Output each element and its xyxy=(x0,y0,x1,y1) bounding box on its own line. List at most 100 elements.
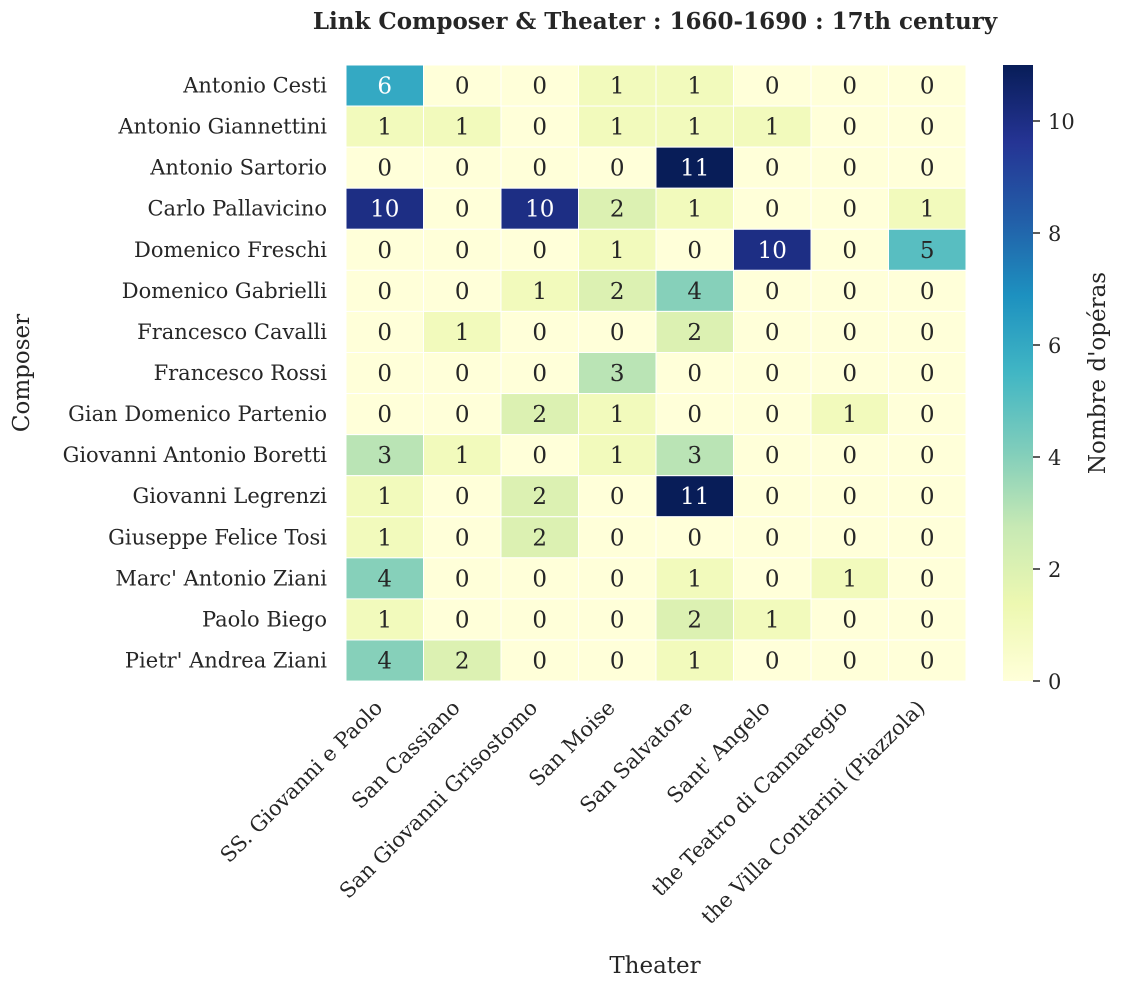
cell-value-label: 4 xyxy=(687,279,702,305)
x-axis-label: Theater xyxy=(609,953,700,979)
cell-value-label: 1 xyxy=(842,566,857,592)
heatmap-cell xyxy=(733,393,812,436)
cell-value-label: 3 xyxy=(610,361,625,387)
cell-value-label: 0 xyxy=(610,607,625,633)
cell-value-label: 0 xyxy=(532,156,547,182)
cell-value-label: 1 xyxy=(687,649,702,675)
cell-value-label: 1 xyxy=(377,484,392,510)
y-tick-label: Antonio Giannettini xyxy=(117,115,327,139)
heatmap-cell xyxy=(500,393,579,436)
y-tick-label: Paolo Biego xyxy=(202,607,327,631)
cell-value-label: 2 xyxy=(610,197,625,223)
heatmap-cell xyxy=(423,393,502,436)
cell-value-label: 0 xyxy=(455,197,470,223)
cell-value-label: 0 xyxy=(532,566,547,592)
heatmap-cell xyxy=(345,64,424,107)
y-tick-label: Marc' Antonio Ziani xyxy=(115,566,327,590)
colorbar-tick-label: 2 xyxy=(1048,558,1061,582)
heatmap-cell xyxy=(578,639,657,682)
cell-value-label: 0 xyxy=(842,279,857,305)
heatmap-cell xyxy=(423,269,502,312)
heatmap-cell xyxy=(888,434,967,477)
cell-value-label: 0 xyxy=(920,156,935,182)
heatmap-cell xyxy=(888,146,967,189)
cell-value-label: 0 xyxy=(455,566,470,592)
y-tick-label: Pietr' Andrea Ziani xyxy=(125,649,327,673)
cell-value-label: 0 xyxy=(532,361,547,387)
y-tick-label: Giovanni Legrenzi xyxy=(132,484,327,508)
cell-value-label: 1 xyxy=(610,115,625,141)
cell-value-label: 0 xyxy=(532,320,547,346)
cell-value-label: 1 xyxy=(455,320,470,346)
cell-value-label: 0 xyxy=(765,525,780,551)
cell-value-label: 1 xyxy=(377,607,392,633)
heatmap-cell xyxy=(500,187,579,230)
heatmap-cell xyxy=(888,475,967,518)
cell-value-label: 0 xyxy=(765,279,780,305)
cell-value-label: 1 xyxy=(687,197,702,223)
cell-value-label: 0 xyxy=(377,402,392,428)
heatmap-cell xyxy=(500,598,579,641)
heatmap-cell xyxy=(655,351,734,395)
cell-value-label: 1 xyxy=(687,74,702,100)
cell-value-label: 1 xyxy=(842,402,857,428)
heatmap-cell xyxy=(655,434,734,477)
heatmap-cell xyxy=(500,351,579,395)
heatmap-cell xyxy=(810,310,889,353)
heatmap-cell xyxy=(423,557,502,600)
cell-value-label: 6 xyxy=(377,74,392,100)
heatmap-cell xyxy=(733,310,812,353)
heatmap-cell xyxy=(888,639,967,682)
colorbar-tick-label: 0 xyxy=(1048,670,1061,694)
cell-value-label: 1 xyxy=(377,115,392,141)
cell-value-label: 0 xyxy=(920,74,935,100)
cell-value-label: 2 xyxy=(532,525,547,551)
heatmap-cell xyxy=(423,434,502,477)
cell-value-label: 11 xyxy=(680,156,709,182)
heatmap-cell xyxy=(423,64,502,107)
y-axis-tick-labels: Antonio Cesti Antonio Giannettini Antonio … xyxy=(63,74,328,673)
colorbar-tick-label: 10 xyxy=(1048,110,1075,134)
cell-value-label: 2 xyxy=(687,320,702,346)
cell-value-label: 0 xyxy=(687,402,702,428)
heatmap-cell xyxy=(500,516,579,559)
cell-value-label: 1 xyxy=(920,197,935,223)
heatmap-cell xyxy=(655,475,734,518)
cell-value-label: 1 xyxy=(455,115,470,141)
colorbar-tick-label: 4 xyxy=(1048,446,1061,470)
cell-value-label: 0 xyxy=(377,320,392,346)
cell-value-label: 0 xyxy=(455,238,470,264)
cell-value-label: 0 xyxy=(610,484,625,510)
colorbar-tick-label: 8 xyxy=(1048,222,1061,246)
heatmap-cell xyxy=(655,146,734,189)
heatmap-cell xyxy=(578,228,657,271)
cell-value-label: 0 xyxy=(842,525,857,551)
cell-value-label: 0 xyxy=(532,238,547,264)
cell-value-label: 0 xyxy=(687,525,702,551)
cell-value-label: 0 xyxy=(920,525,935,551)
cell-value-label: 2 xyxy=(455,649,470,675)
heatmap-cell xyxy=(810,557,889,600)
heatmap-cell xyxy=(578,598,657,641)
cell-value-label: 0 xyxy=(455,525,470,551)
cell-value-label: 0 xyxy=(920,115,935,141)
chart-title: Link Composer & Theater : 1660-1690 : 17… xyxy=(313,8,998,35)
cell-value-label: 0 xyxy=(610,320,625,346)
cell-value-label: 0 xyxy=(842,74,857,100)
y-tick-label: Domenico Gabrielli xyxy=(122,279,327,303)
cell-value-label: 1 xyxy=(532,279,547,305)
heatmap-cell xyxy=(578,475,657,518)
heatmap-cell xyxy=(888,557,967,600)
y-tick-label: Carlo Pallavicino xyxy=(147,197,327,221)
cell-value-label: 0 xyxy=(377,279,392,305)
cell-value-label: 0 xyxy=(455,484,470,510)
heatmap-cell xyxy=(733,557,812,600)
cell-value-label: 0 xyxy=(765,566,780,592)
heatmap-cell xyxy=(345,434,424,477)
heatmap-cell xyxy=(655,269,734,312)
heatmap-cell xyxy=(423,475,502,518)
cell-value-label: 0 xyxy=(842,361,857,387)
y-tick-label: Francesco Rossi xyxy=(154,361,328,385)
cell-value-label: 0 xyxy=(532,649,547,675)
cell-value-label: 0 xyxy=(377,238,392,264)
